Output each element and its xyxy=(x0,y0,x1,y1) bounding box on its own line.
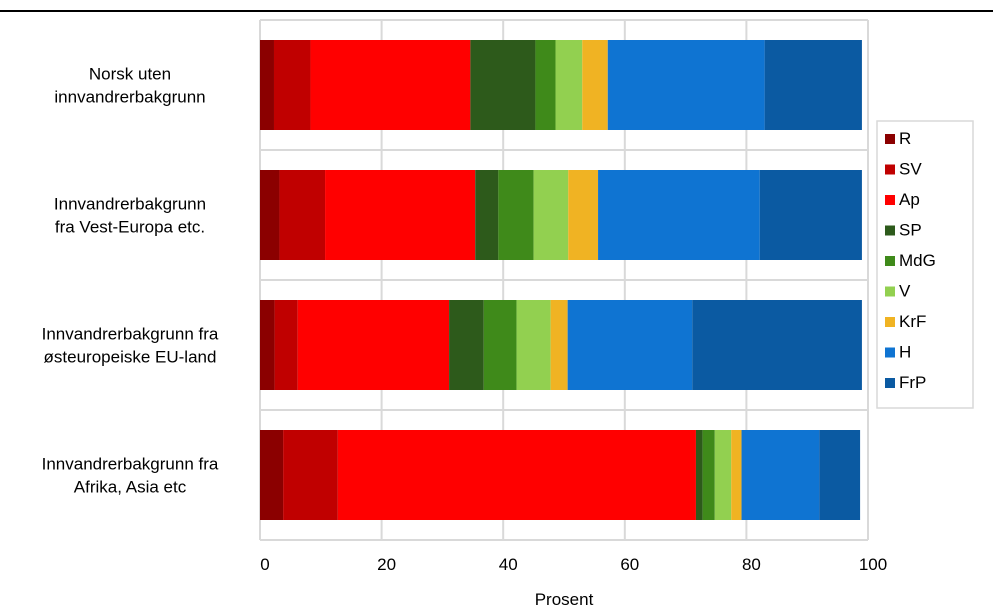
bar-v-1 xyxy=(533,170,569,260)
legend-label-sv: SV xyxy=(899,160,922,179)
bar-frp-2 xyxy=(692,300,862,390)
bar-r-2 xyxy=(260,300,275,390)
bar-frp-0 xyxy=(764,40,862,130)
bar-sp-0 xyxy=(470,40,536,130)
bar-sp-2 xyxy=(449,300,484,390)
bar-v-2 xyxy=(516,300,551,390)
bar-frp-3 xyxy=(819,430,861,520)
category-label-line: innvandrerbakgrunn xyxy=(54,88,205,107)
legend-swatch-sp xyxy=(885,225,895,236)
bar-sv-2 xyxy=(274,300,298,390)
legend-swatch-ap xyxy=(885,195,895,205)
bar-krf-0 xyxy=(582,40,608,130)
legend-label-sp: SP xyxy=(899,221,922,240)
bar-sv-0 xyxy=(273,40,311,130)
bar-mdg-0 xyxy=(535,40,556,130)
x-axis-title: Prosent xyxy=(535,590,594,609)
bar-krf-1 xyxy=(568,170,599,260)
bar-r-1 xyxy=(260,170,280,260)
category-label-1: Innvandrerbakgrunn fra Vest-Europa etc. xyxy=(54,195,206,237)
bar-krf-2 xyxy=(550,300,568,390)
bar-h-2 xyxy=(567,300,693,390)
bar-krf-3 xyxy=(731,430,742,520)
x-tick-label-40: 40 xyxy=(499,555,518,574)
legend-swatch-r xyxy=(885,134,895,144)
category-label-line: Norsk uten xyxy=(89,65,171,84)
legend-label-h: H xyxy=(899,343,911,362)
legend-swatch-h xyxy=(885,347,895,358)
bar-sv-3 xyxy=(283,430,338,520)
category-label-3: Innvandrerbakgrunn fra Afrika, Asia etc xyxy=(42,455,219,497)
legend-label-v: V xyxy=(899,282,911,301)
category-label-line: fra Vest-Europa etc. xyxy=(55,218,205,237)
legend-label-r: R xyxy=(899,129,911,148)
bar-h-0 xyxy=(607,40,765,130)
category-label-0: Norsk uten innvandrerbakgrunn xyxy=(54,65,205,107)
legend-label-ap: Ap xyxy=(899,190,920,209)
legend-swatch-frp xyxy=(885,378,895,388)
bar-r-0 xyxy=(260,40,274,130)
category-label-line: østeuropeiske EU-land xyxy=(44,348,217,367)
bar-h-3 xyxy=(741,430,820,520)
legend-swatch-krf xyxy=(885,317,895,327)
bar-ap-0 xyxy=(310,40,471,130)
legend-swatch-v xyxy=(885,286,895,297)
bar-r-3 xyxy=(260,430,284,520)
legend: R SV Ap SP MdG V KrF H FrP xyxy=(876,120,974,409)
legend-label-krf: KrF xyxy=(899,312,926,331)
category-label-line: Innvandrerbakgrunn xyxy=(54,195,206,214)
bar-frp-1 xyxy=(759,170,862,260)
bar-sp-3 xyxy=(695,430,703,520)
x-tick-label-80: 80 xyxy=(742,555,761,574)
bar-mdg-1 xyxy=(498,170,534,260)
bar-mdg-3 xyxy=(702,430,715,520)
legend-label-frp: FrP xyxy=(899,373,926,392)
x-tick-labels: 0 20 40 60 80 100 xyxy=(260,555,887,574)
legend-label-mdg: MdG xyxy=(899,251,936,270)
category-label-line: Innvandrerbakgrunn fra xyxy=(42,455,219,474)
bar-ap-1 xyxy=(325,170,476,260)
category-labels: Norsk uten innvandrerbakgrunn Innvandrerba… xyxy=(42,65,219,497)
x-tick-label-100: 100 xyxy=(859,555,887,574)
bar-ap-2 xyxy=(297,300,450,390)
bar-mdg-2 xyxy=(483,300,517,390)
category-label-line: Innvandrerbakgrunn fra xyxy=(42,325,219,344)
x-tick-label-0: 0 xyxy=(260,555,269,574)
legend-swatch-mdg xyxy=(885,256,895,266)
bar-sp-1 xyxy=(475,170,499,260)
bar-ap-3 xyxy=(337,430,696,520)
bar-sv-1 xyxy=(279,170,326,260)
category-label-2: Innvandrerbakgrunn fra østeuropeiske EU-l… xyxy=(42,325,219,367)
top-rule xyxy=(0,10,993,12)
bars xyxy=(260,40,862,520)
bar-h-1 xyxy=(598,170,760,260)
bar-v-0 xyxy=(555,40,583,130)
legend-swatch-sv xyxy=(885,164,895,175)
bar-v-3 xyxy=(714,430,732,520)
x-tick-label-60: 60 xyxy=(620,555,639,574)
x-tick-label-20: 20 xyxy=(377,555,396,574)
category-label-line: Afrika, Asia etc xyxy=(74,478,187,497)
